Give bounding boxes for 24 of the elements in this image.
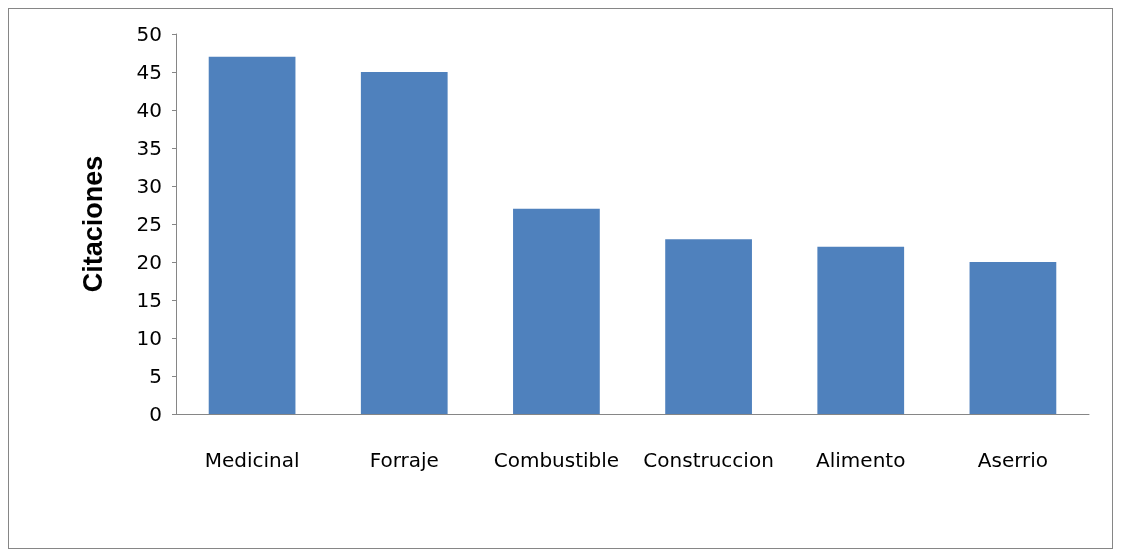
y-tick-label: 40	[136, 98, 162, 122]
bar	[969, 262, 1057, 414]
x-tick-label: Construccion	[643, 448, 774, 472]
y-tick-label: 30	[136, 174, 162, 198]
bar	[360, 72, 448, 414]
bar	[513, 208, 600, 414]
y-tick-label: 45	[136, 60, 162, 84]
bar	[665, 239, 752, 414]
y-tick-label: 15	[136, 288, 162, 312]
x-tick-label: Medicinal	[204, 448, 300, 472]
bar	[817, 246, 905, 414]
y-tick-label: 10	[136, 326, 162, 350]
y-tick-label: 35	[136, 136, 162, 160]
x-tick-label: Combustible	[493, 448, 620, 472]
y-axis-title: Citaciones	[77, 155, 108, 293]
x-tick-label: Forraje	[369, 448, 439, 472]
y-tick-label: 0	[149, 402, 162, 426]
y-tick-label: 20	[136, 250, 162, 274]
x-tick-label: Alimento	[816, 448, 906, 472]
bar	[208, 56, 296, 414]
y-tick-label: 25	[136, 212, 162, 236]
y-tick-label: 50	[136, 22, 162, 46]
y-tick-label: 5	[149, 364, 162, 388]
x-tick-label: Aserrio	[977, 448, 1049, 472]
